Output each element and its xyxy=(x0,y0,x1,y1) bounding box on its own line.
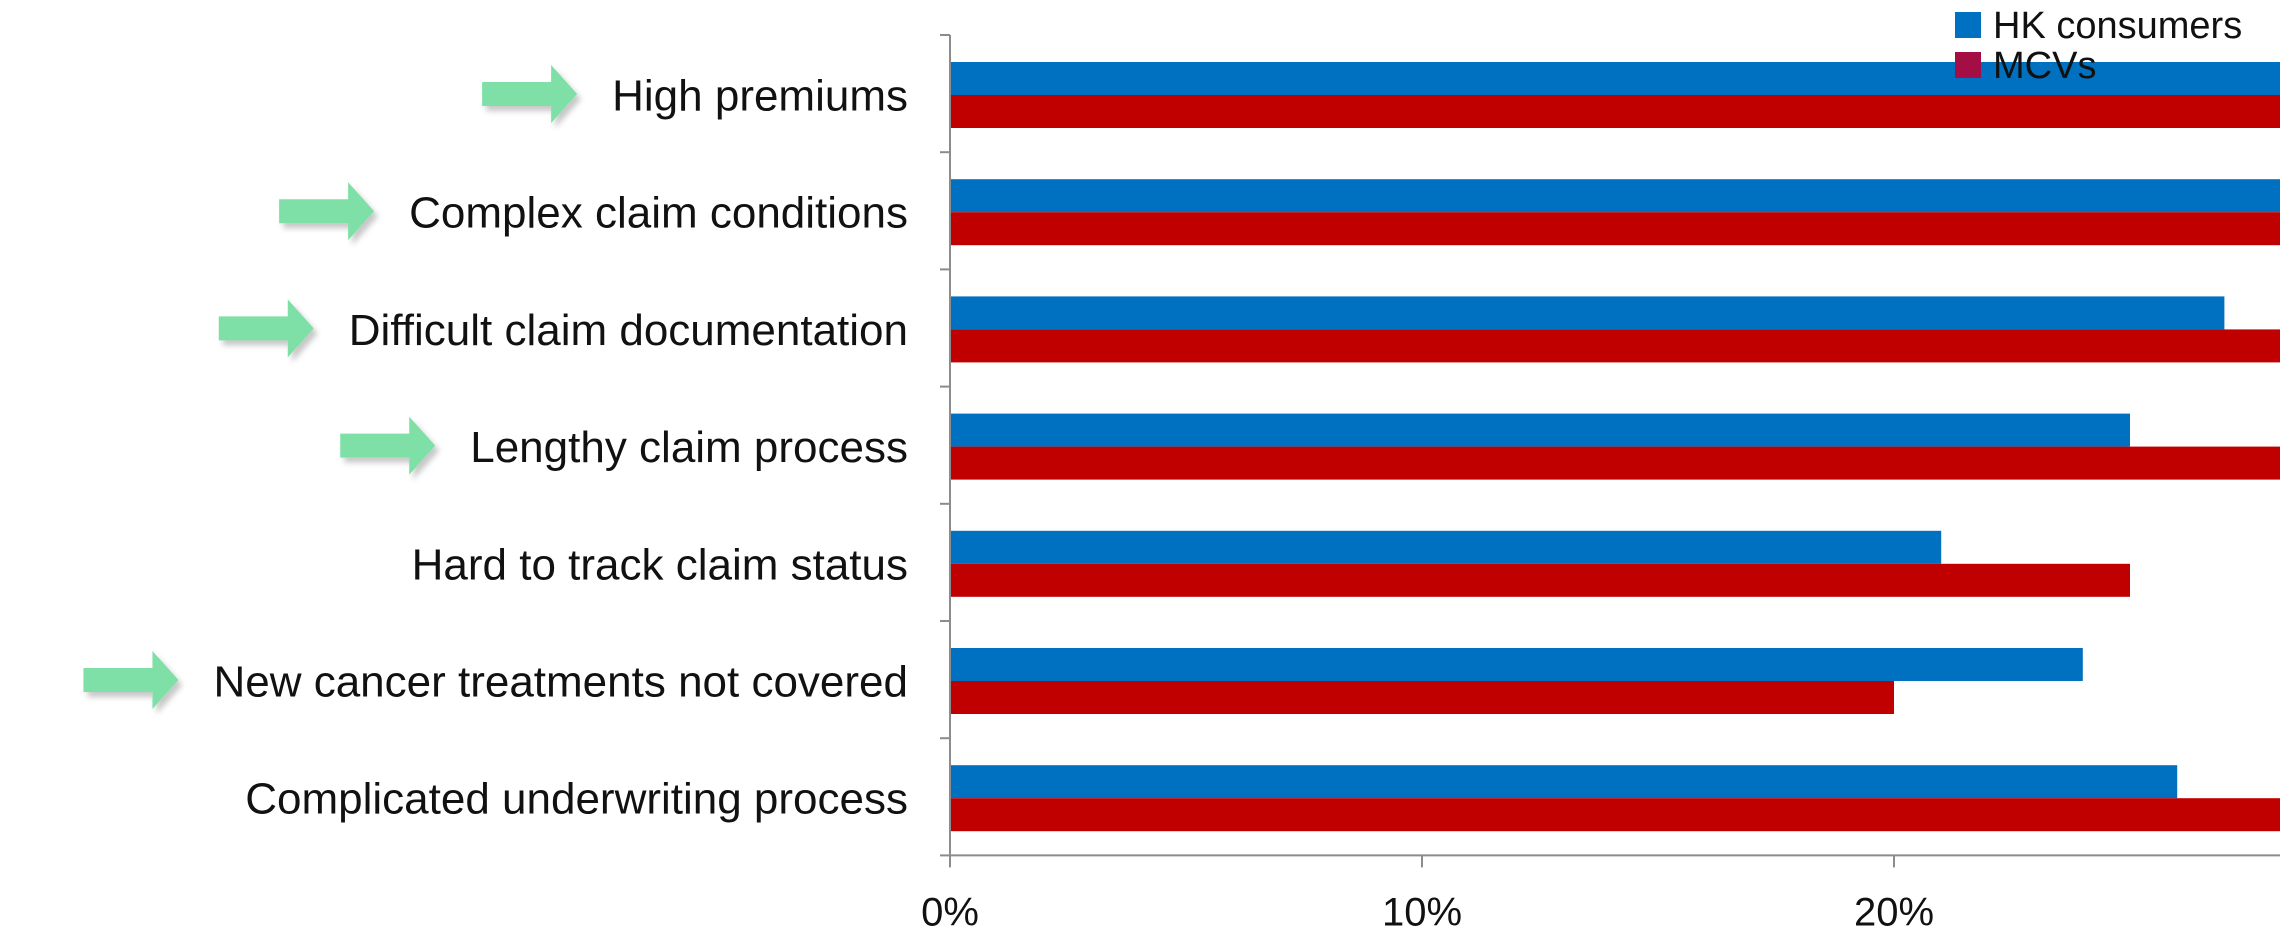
category-label: New cancer treatments not covered xyxy=(213,658,908,707)
category-labels: High premiums Complex claim conditions Dif… xyxy=(213,72,908,824)
legend-label-hk-consumers: HK consumers xyxy=(1993,5,2242,47)
legend-swatch-hk-consumers xyxy=(1955,12,1981,38)
x-tick-label: 10% xyxy=(1382,890,1462,934)
category-label: Complicated underwriting process xyxy=(245,775,908,824)
category-label: High premiums xyxy=(612,72,908,121)
x-tick-label: 0% xyxy=(921,890,979,934)
category-label: Complex claim conditions xyxy=(409,189,908,238)
highlight-arrows xyxy=(83,65,578,709)
x-tick-labels: 0%10%20%30%40% xyxy=(921,890,1934,934)
category-label: Difficult claim documentation xyxy=(349,306,908,355)
bar-mcvs-4 xyxy=(950,446,2280,480)
bar-hk-consumers-4 xyxy=(950,413,2130,447)
category-label: Lengthy claim process xyxy=(470,423,908,472)
arrow-right-icon xyxy=(279,182,375,241)
bar-hk-consumers-7 xyxy=(950,765,2178,799)
category-label: Hard to track claim status xyxy=(412,540,908,589)
bars xyxy=(950,62,2280,832)
bar-mcvs-6 xyxy=(950,681,1894,714)
bar-hk-consumers-5 xyxy=(950,530,1942,564)
bar-mcvs-5 xyxy=(950,563,2130,597)
bar-mcvs-1 xyxy=(950,95,2280,128)
x-tick-label: 20% xyxy=(1854,890,1934,934)
bar-mcvs-3 xyxy=(950,329,2280,363)
bar-hk-consumers-6 xyxy=(950,648,2083,681)
axes xyxy=(940,34,2280,868)
arrow-right-icon xyxy=(83,651,179,709)
legend-swatch-mcvs xyxy=(1955,52,1981,78)
bar-hk-consumers-2 xyxy=(950,179,2280,213)
legend-label-mcvs: MCVs xyxy=(1993,45,2096,87)
bar-hk-consumers-1 xyxy=(950,62,2280,95)
bar-hk-consumers-3 xyxy=(950,296,2225,330)
arrow-right-icon xyxy=(340,416,436,475)
arrow-right-icon xyxy=(482,65,578,123)
bar-mcvs-2 xyxy=(950,212,2280,246)
arrow-right-icon xyxy=(218,299,314,358)
bar-mcvs-7 xyxy=(950,798,2280,832)
